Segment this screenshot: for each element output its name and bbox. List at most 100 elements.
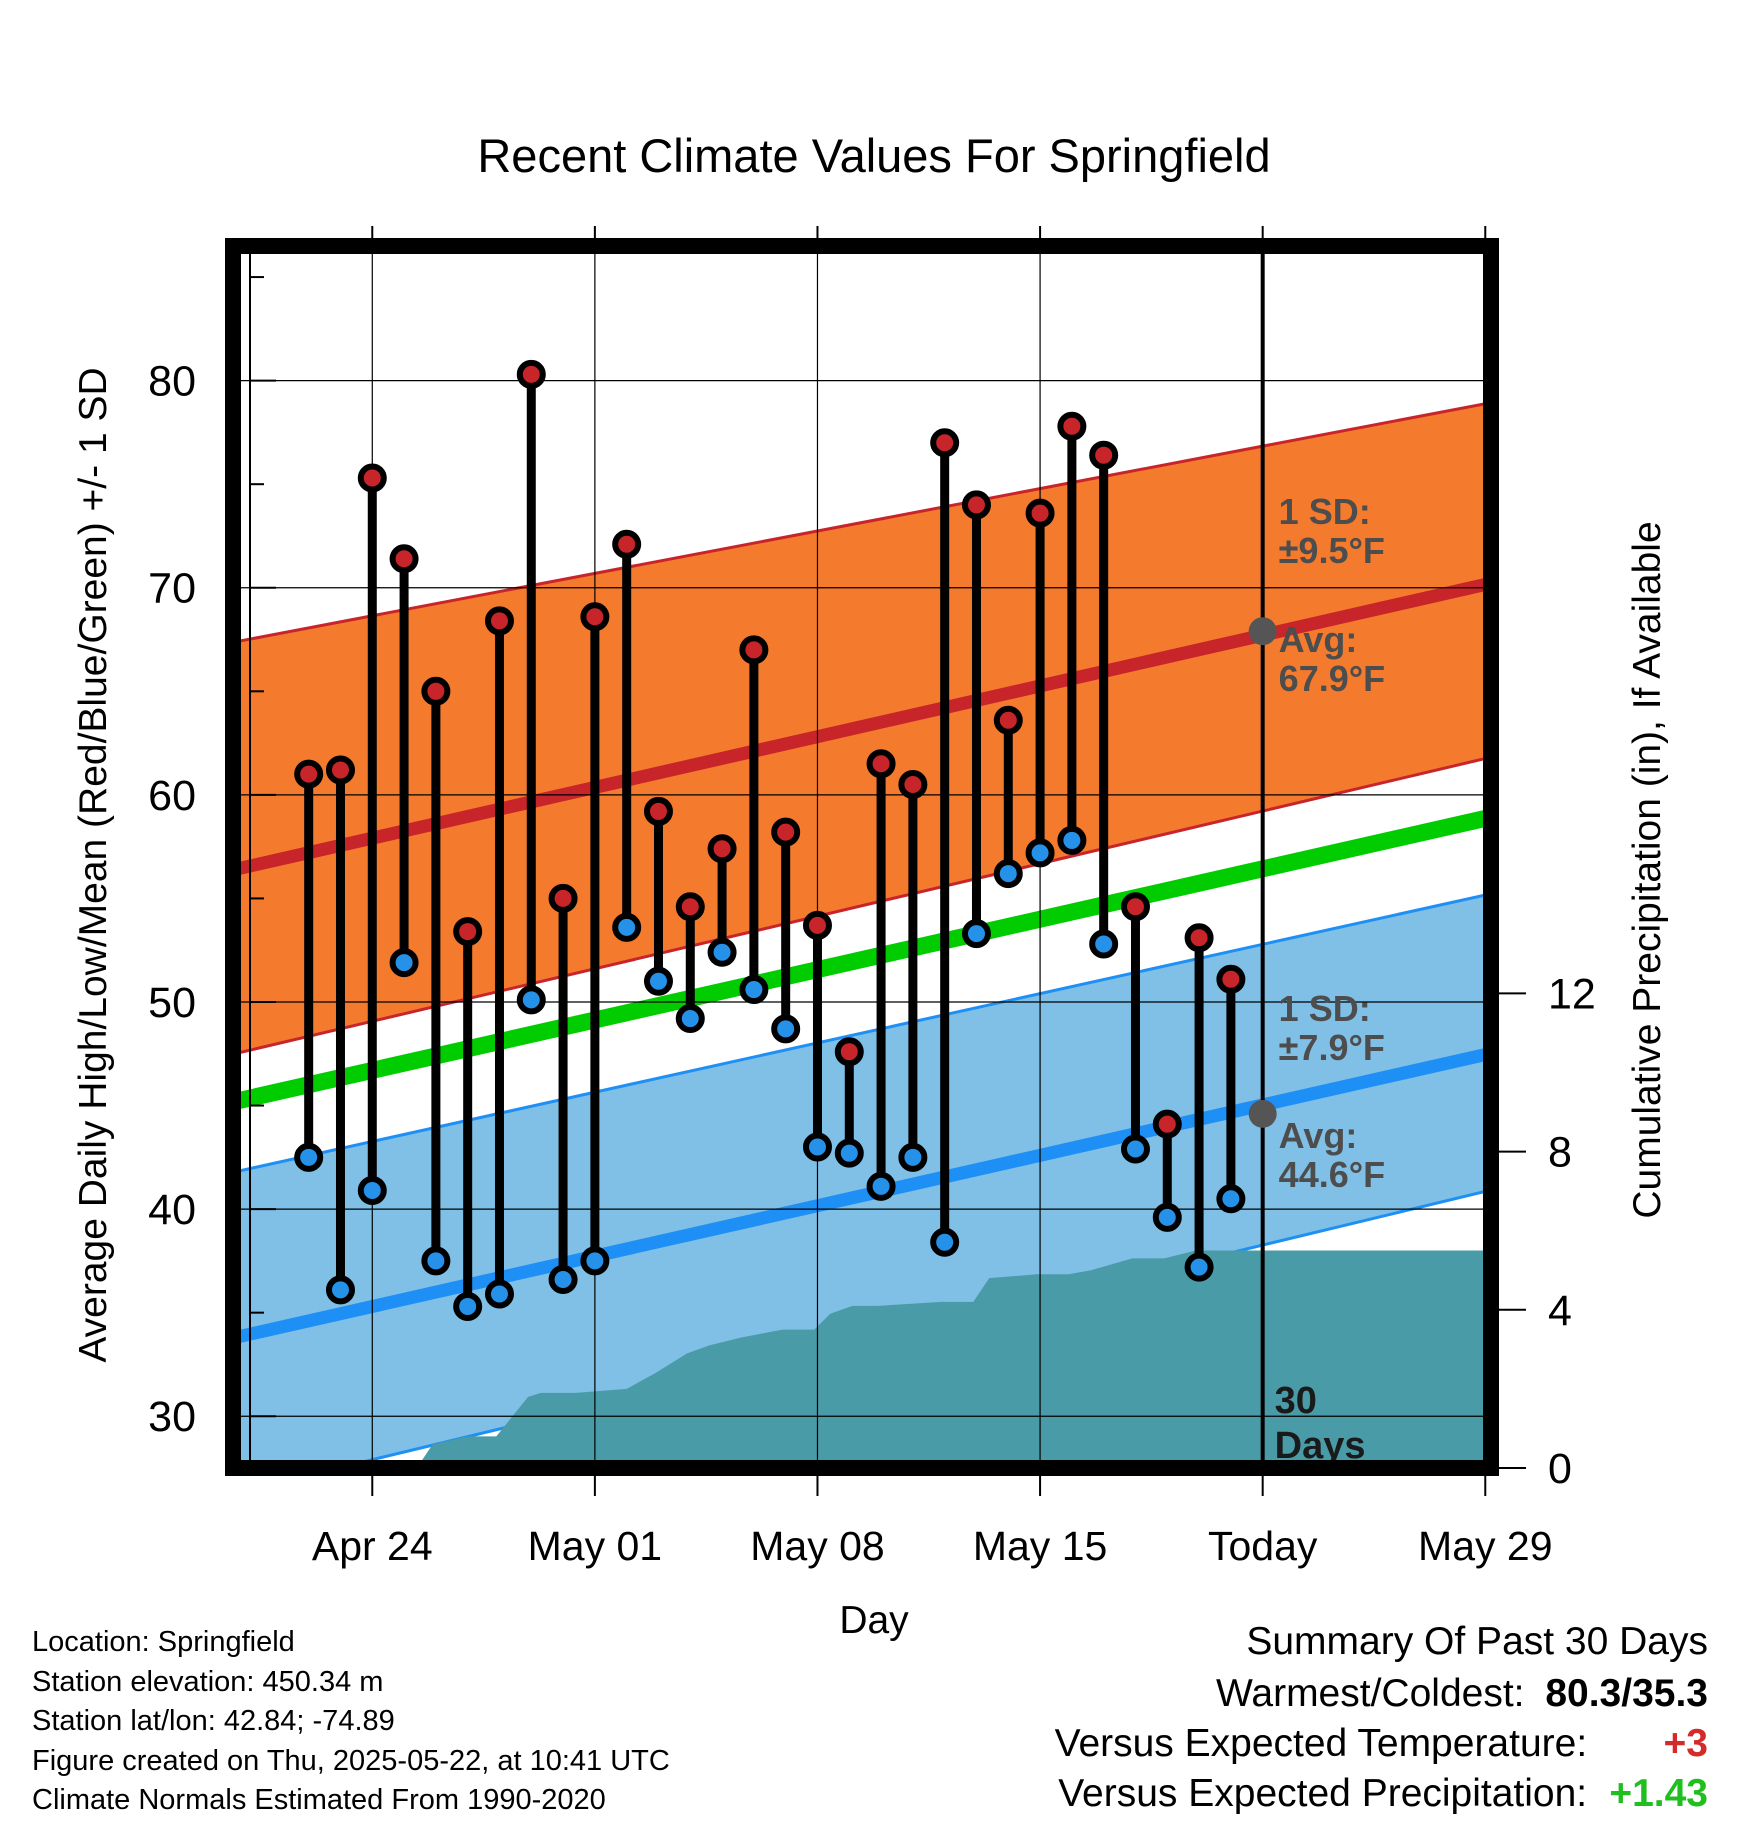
- low-point: [898, 1142, 928, 1172]
- x-tick-label: Today: [1208, 1523, 1318, 1569]
- high-point: [580, 602, 610, 632]
- low-point: [325, 1275, 355, 1305]
- high-point: [516, 359, 546, 389]
- temp-label: Versus Expected Temperature:: [1054, 1722, 1588, 1765]
- low-point: [1120, 1134, 1150, 1164]
- low-point: [548, 1265, 578, 1295]
- footer-created: Figure created on Thu, 2025-05-22, at 10…: [32, 1745, 670, 1777]
- high-avg-label: Avg:: [1279, 619, 1358, 660]
- y-tick-label: 50: [148, 979, 196, 1027]
- high-upper-sd-line: [226, 399, 1498, 646]
- high-point: [389, 544, 419, 574]
- high-point: [484, 606, 514, 636]
- y2-tick-label: 0: [1548, 1445, 1572, 1493]
- y-tick-label: 40: [148, 1186, 196, 1234]
- x-axis-label: Day: [839, 1599, 909, 1642]
- low-sd-band: [226, 892, 1498, 1468]
- high-sd-value: ±9.5°F: [1279, 530, 1385, 571]
- high-point: [1025, 498, 1055, 528]
- high-point: [866, 749, 896, 779]
- x-tick-label: May 01: [528, 1523, 662, 1569]
- low-point: [993, 859, 1023, 889]
- low-point: [961, 919, 991, 949]
- low-sd-label: 1 SD:: [1279, 988, 1371, 1029]
- low-point: [771, 1014, 801, 1044]
- high-point: [421, 676, 451, 706]
- x-tick-label: May 29: [1418, 1523, 1552, 1569]
- high-point: [325, 755, 355, 785]
- high-point: [930, 428, 960, 458]
- high-point: [961, 490, 991, 520]
- high-point: [1057, 411, 1087, 441]
- low-sd-value: ±7.9°F: [1279, 1027, 1385, 1068]
- high-point: [993, 705, 1023, 735]
- low-average-line: [226, 1045, 1498, 1346]
- low-point: [453, 1291, 483, 1321]
- high-avg-value: 67.9°F: [1279, 658, 1385, 699]
- high-point: [834, 1037, 864, 1067]
- high-point: [1089, 440, 1119, 470]
- low-point: [294, 1142, 324, 1172]
- low-point: [643, 966, 673, 996]
- high-point: [675, 892, 705, 922]
- y2-axis-label: Cumulative Precipitation (in), If Availa…: [1626, 521, 1669, 1218]
- low-point: [834, 1138, 864, 1168]
- precip-label: Versus Expected Precipitation:: [1058, 1772, 1588, 1815]
- y-axis-label: Average Daily High/Low/Mean (Red/Blue/Gr…: [72, 367, 115, 1362]
- footer-latlon: Station lat/lon: 42.84; -74.89: [32, 1705, 395, 1737]
- axes: 30 40 50 60 70 80 0 4 8 12 Apr 24 May 01 May 08 May 1…: [148, 226, 1596, 1569]
- high-point: [643, 796, 673, 826]
- high-point: [1120, 892, 1150, 922]
- low-point: [739, 975, 769, 1005]
- high-point: [739, 635, 769, 665]
- y-tick-label: 80: [148, 358, 196, 406]
- high-point: [1216, 964, 1246, 994]
- low-point: [421, 1246, 451, 1276]
- low-point: [802, 1132, 832, 1162]
- high-point: [357, 463, 387, 493]
- y-tick-label: 30: [148, 1393, 196, 1441]
- high-point: [802, 910, 832, 940]
- low-point: [612, 912, 642, 942]
- low-point: [484, 1279, 514, 1309]
- chart-title: Recent Climate Values For Springfield: [477, 129, 1270, 182]
- high-point: [707, 834, 737, 864]
- summary-title: Summary Of Past 30 Days: [1246, 1620, 1708, 1663]
- high-point: [548, 883, 578, 913]
- high-sd-label: 1 SD:: [1279, 491, 1371, 532]
- low-point: [707, 937, 737, 967]
- summary-warmest-coldest: Warmest/Coldest: 80.3/35.3: [1216, 1672, 1708, 1716]
- x-tick-label: May 08: [750, 1523, 884, 1569]
- low-point: [580, 1246, 610, 1276]
- low-point: [675, 1004, 705, 1034]
- high-point: [771, 817, 801, 847]
- plot-frame: [225, 238, 1499, 1476]
- warmest-coldest-value: 80.3/35.3: [1545, 1672, 1708, 1715]
- summary-temperature: Versus Expected Temperature: +3: [1055, 1722, 1708, 1766]
- high-point: [453, 917, 483, 947]
- low-point: [866, 1171, 896, 1201]
- precipitation-area: [226, 1250, 1498, 1468]
- y-tick-label: 70: [148, 565, 196, 613]
- low-point: [930, 1227, 960, 1257]
- summary-precipitation: Versus Expected Precipitation: +1.43: [1058, 1772, 1708, 1816]
- footer-location: Location: Springfield: [32, 1626, 295, 1658]
- y2-tick-label: 8: [1548, 1129, 1572, 1177]
- low-point: [516, 985, 546, 1015]
- low-point: [1025, 838, 1055, 868]
- low-avg-value: 44.6°F: [1279, 1154, 1385, 1195]
- low-point: [357, 1175, 387, 1205]
- footer-elevation: Station elevation: 450.34 m: [32, 1666, 384, 1698]
- low-avg-label: Avg:: [1279, 1115, 1358, 1156]
- temp-value: +3: [1663, 1722, 1708, 1765]
- y2-tick-label: 12: [1548, 970, 1596, 1018]
- x-tick-label: May 15: [973, 1523, 1107, 1569]
- high-point: [898, 770, 928, 800]
- high-point: [1152, 1109, 1182, 1139]
- footer-normals: Climate Normals Estimated From 1990-2020: [32, 1784, 606, 1816]
- low-point: [1184, 1252, 1214, 1282]
- today-low-average-marker: [1248, 1099, 1277, 1128]
- precip-value: +1.43: [1609, 1772, 1708, 1815]
